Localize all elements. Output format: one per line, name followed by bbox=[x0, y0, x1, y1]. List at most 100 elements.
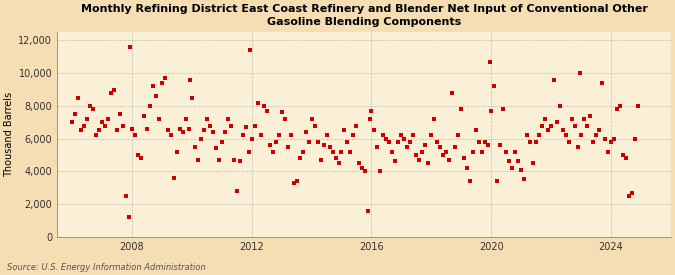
Point bbox=[121, 194, 132, 198]
Point bbox=[159, 76, 170, 80]
Point bbox=[309, 123, 320, 128]
Point bbox=[522, 133, 533, 138]
Point bbox=[585, 114, 595, 118]
Point bbox=[474, 140, 485, 144]
Point bbox=[105, 91, 116, 95]
Point bbox=[333, 161, 344, 165]
Point bbox=[330, 156, 341, 160]
Point bbox=[576, 133, 587, 138]
Point bbox=[357, 166, 368, 170]
Point bbox=[516, 167, 526, 172]
Point bbox=[171, 150, 182, 154]
Point bbox=[245, 48, 256, 53]
Point bbox=[138, 114, 149, 118]
Point bbox=[190, 145, 200, 149]
Point bbox=[614, 104, 625, 108]
Point bbox=[153, 117, 164, 121]
Point bbox=[286, 133, 296, 138]
Point bbox=[632, 104, 643, 108]
Point bbox=[255, 133, 266, 138]
Point bbox=[186, 95, 197, 100]
Point bbox=[97, 120, 107, 125]
Point bbox=[111, 128, 122, 133]
Point bbox=[591, 133, 601, 138]
Point bbox=[480, 140, 491, 144]
Point bbox=[198, 128, 209, 133]
Point bbox=[348, 133, 359, 138]
Point bbox=[246, 136, 257, 141]
Point bbox=[495, 143, 506, 147]
Point bbox=[130, 133, 140, 138]
Point bbox=[626, 190, 637, 195]
Point bbox=[132, 153, 143, 157]
Point bbox=[462, 166, 472, 170]
Point bbox=[315, 158, 326, 162]
Point bbox=[288, 181, 299, 185]
Point bbox=[574, 71, 585, 75]
Point bbox=[408, 133, 418, 138]
Point bbox=[90, 133, 101, 138]
Point bbox=[402, 145, 413, 149]
Point bbox=[453, 133, 464, 138]
Point bbox=[543, 128, 554, 133]
Point bbox=[444, 158, 455, 162]
Point bbox=[336, 150, 347, 154]
Point bbox=[84, 104, 95, 108]
Point bbox=[165, 133, 176, 138]
Point bbox=[321, 133, 332, 138]
Point bbox=[157, 81, 167, 85]
Point bbox=[366, 109, 377, 113]
Point bbox=[612, 107, 622, 111]
Point bbox=[381, 136, 392, 141]
Point bbox=[540, 117, 551, 121]
Point bbox=[551, 120, 562, 125]
Point bbox=[178, 130, 188, 134]
Point bbox=[566, 117, 577, 121]
Point bbox=[524, 140, 535, 144]
Point bbox=[73, 95, 84, 100]
Point bbox=[217, 140, 227, 144]
Point bbox=[240, 125, 251, 129]
Point bbox=[243, 150, 254, 154]
Point bbox=[222, 117, 233, 121]
Point bbox=[94, 128, 105, 133]
Point bbox=[115, 112, 126, 116]
Point bbox=[273, 133, 284, 138]
Point bbox=[351, 123, 362, 128]
Point bbox=[234, 159, 245, 164]
Point bbox=[513, 159, 524, 164]
Point bbox=[420, 143, 431, 147]
Point bbox=[484, 60, 495, 64]
Point bbox=[211, 146, 221, 151]
Point bbox=[396, 133, 407, 138]
Point bbox=[327, 150, 338, 154]
Point bbox=[339, 128, 350, 133]
Point bbox=[67, 120, 78, 125]
Point bbox=[582, 123, 593, 128]
Point bbox=[471, 128, 482, 133]
Point bbox=[570, 123, 580, 128]
Point bbox=[76, 128, 86, 133]
Point bbox=[219, 130, 230, 134]
Point bbox=[306, 117, 317, 121]
Point bbox=[630, 136, 641, 141]
Point bbox=[414, 158, 425, 162]
Point bbox=[70, 112, 80, 116]
Point bbox=[261, 109, 272, 113]
Point bbox=[201, 117, 212, 121]
Point bbox=[195, 136, 206, 141]
Point bbox=[163, 128, 173, 133]
Point bbox=[549, 78, 560, 82]
Point bbox=[588, 140, 599, 144]
Point bbox=[372, 145, 383, 149]
Point bbox=[486, 109, 497, 113]
Point bbox=[411, 153, 422, 157]
Point bbox=[384, 140, 395, 144]
Point bbox=[360, 169, 371, 174]
Point bbox=[605, 140, 616, 144]
Point bbox=[489, 84, 500, 89]
Point bbox=[399, 136, 410, 141]
Point bbox=[100, 123, 111, 128]
Point bbox=[303, 140, 314, 144]
Point bbox=[124, 215, 134, 219]
